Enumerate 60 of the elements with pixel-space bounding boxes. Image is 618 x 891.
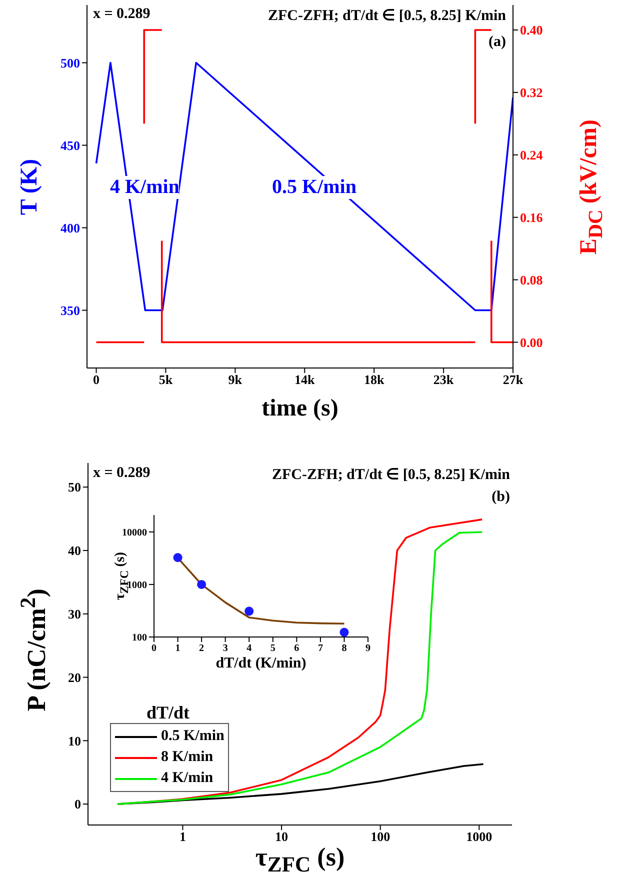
x-tick-label: 2 (199, 643, 204, 654)
point (173, 553, 182, 562)
x-axis-title: dT/dt (K/min) (216, 656, 306, 672)
x-axis-title: time (s) (262, 396, 338, 422)
y-tick-label: 100 (132, 632, 147, 644)
y-tick-label: 40 (68, 543, 81, 558)
annotation: ZFC-ZFH; dT/dt ∈ [0.5, 8.25] K/min (268, 7, 506, 25)
y-tick-label: 500 (60, 55, 80, 70)
annotation: ZFC-ZFH; dT/dt ∈ [0.5, 8.25] K/min (272, 466, 510, 484)
x-tick-label: 5 (270, 643, 276, 654)
y-tick-label: 350 (60, 302, 80, 318)
annotation: 0.5 K/min (272, 176, 356, 199)
point (340, 628, 349, 637)
y-tick-label: 10 (68, 733, 81, 748)
y-tick-label: 10000 (122, 527, 147, 538)
y2-tick-label: 0.24 (520, 148, 544, 162)
x-tick-label: 0 (93, 372, 100, 388)
y2-tick-label: 0.40 (520, 22, 543, 38)
x-tick-label: 1 (179, 829, 186, 844)
y2-tick-label: 0.08 (520, 272, 544, 288)
x-tick-label: 27k (502, 372, 524, 388)
y-tick-label: 400 (60, 220, 80, 236)
y2-tick-label: 0.00 (520, 334, 543, 350)
x-tick-label: 9k (228, 372, 243, 388)
legend-label: 4 K/min (161, 770, 214, 787)
x-tick-label: 8 (342, 643, 347, 654)
y-tick-label: 450 (60, 138, 80, 153)
line-series (95, 62, 513, 312)
x-tick-label: 1 (175, 643, 180, 654)
y-tick-label: 1000 (127, 580, 147, 592)
x-tick-label: 100 (370, 829, 390, 844)
x-tick-label: 9 (366, 643, 370, 654)
y-tick-label: 0 (74, 796, 81, 812)
legend-title: dT/dt (146, 702, 190, 724)
x-tick-label: 0 (152, 643, 156, 654)
legend-label: 0.5 K/min (161, 728, 224, 745)
x-tick-label: 1000 (466, 829, 492, 844)
y2-tick-label: 0.32 (520, 85, 543, 100)
x-axis-title: τ$_{ZFC}$ (s) (255, 842, 345, 878)
annotation: x = 0.289 (93, 6, 150, 23)
y-axis-title: T (K) (16, 158, 44, 216)
x-tick-label: 7 (318, 643, 323, 654)
legend-label: 8 K/min (161, 749, 214, 766)
x-tick-label: 10 (275, 829, 288, 844)
x-tick-label: 3 (222, 643, 228, 654)
point (197, 580, 206, 589)
y2-tick-label: 0.16 (520, 210, 544, 225)
x-tick-label: 18k (364, 372, 385, 388)
x-tick-label: 6 (294, 643, 300, 654)
x-tick-label: 5k (158, 372, 174, 388)
x-tick-label: 23k (433, 372, 454, 388)
y-tick-label: 30 (68, 606, 81, 622)
x-tick-label: 4 (246, 643, 252, 654)
annotation: (b) (492, 489, 510, 506)
y-tick-label: 20 (68, 670, 81, 685)
annotation: x = 0.289 (93, 465, 150, 482)
y-tick-label: 50 (68, 480, 81, 495)
x-tick-label: 14k (294, 372, 316, 388)
annotation: (a) (488, 34, 506, 51)
point (244, 606, 254, 616)
